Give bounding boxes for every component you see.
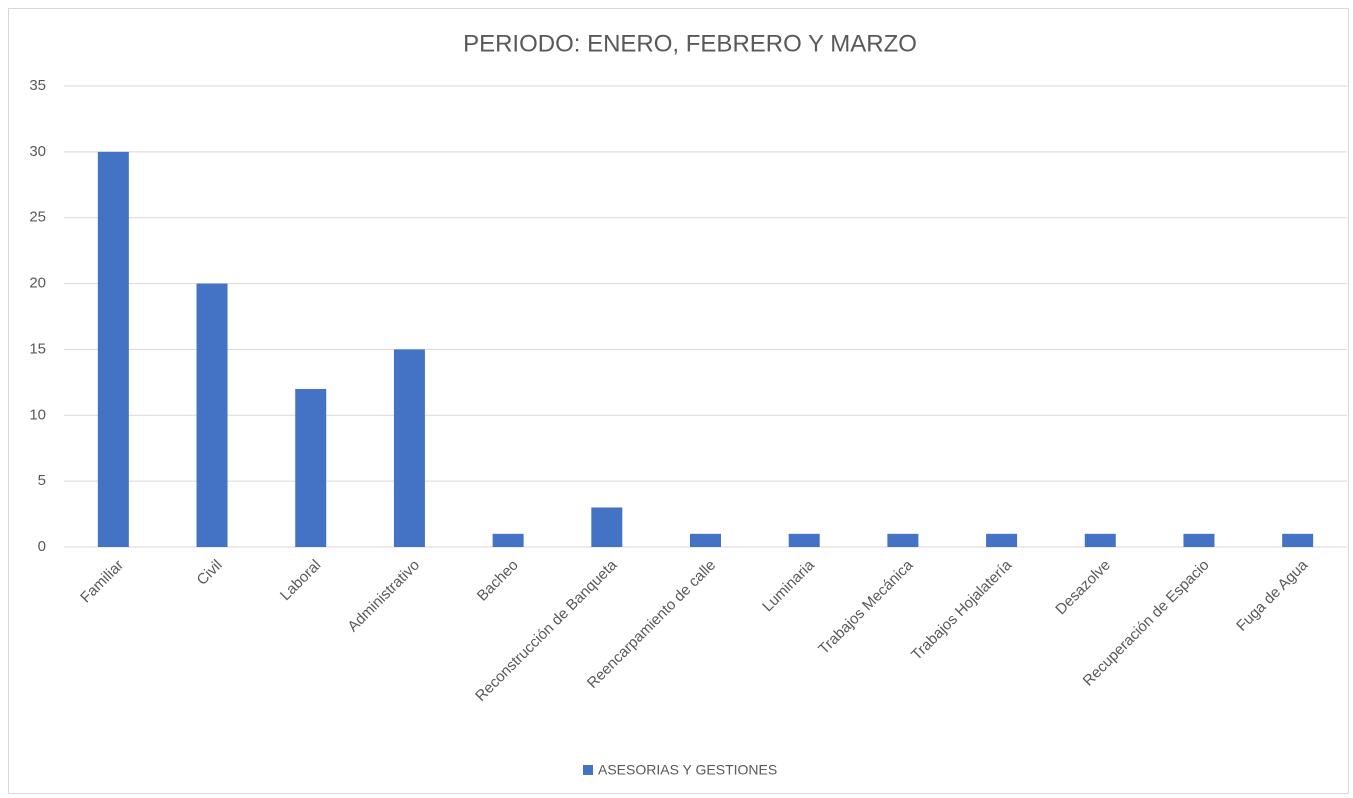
chart-title: PERIODO: ENERO, FEBRERO Y MARZO xyxy=(463,30,917,57)
y-tick-label: 35 xyxy=(29,77,46,94)
y-tick-label: 10 xyxy=(29,406,46,423)
bar xyxy=(591,507,623,547)
bar xyxy=(887,533,919,547)
bar xyxy=(196,283,228,547)
bar xyxy=(393,349,425,547)
bar xyxy=(97,151,129,547)
bar xyxy=(1183,533,1215,547)
y-tick-label: 5 xyxy=(38,472,46,489)
bar xyxy=(986,533,1018,547)
bar xyxy=(295,388,327,547)
y-tick-label: 25 xyxy=(29,209,46,226)
bar xyxy=(492,533,524,547)
y-tick-label: 15 xyxy=(29,340,46,357)
chart-frame xyxy=(8,8,1349,794)
bar xyxy=(690,533,721,547)
bar xyxy=(788,533,820,547)
y-tick-label: 0 xyxy=(38,538,46,555)
legend-swatch xyxy=(583,765,593,775)
bar xyxy=(1084,533,1116,547)
y-tick-label: 20 xyxy=(29,275,46,292)
bar xyxy=(1282,533,1314,547)
y-tick-label: 30 xyxy=(29,143,46,160)
legend-label: ASESORIAS Y GESTIONES xyxy=(598,762,777,778)
